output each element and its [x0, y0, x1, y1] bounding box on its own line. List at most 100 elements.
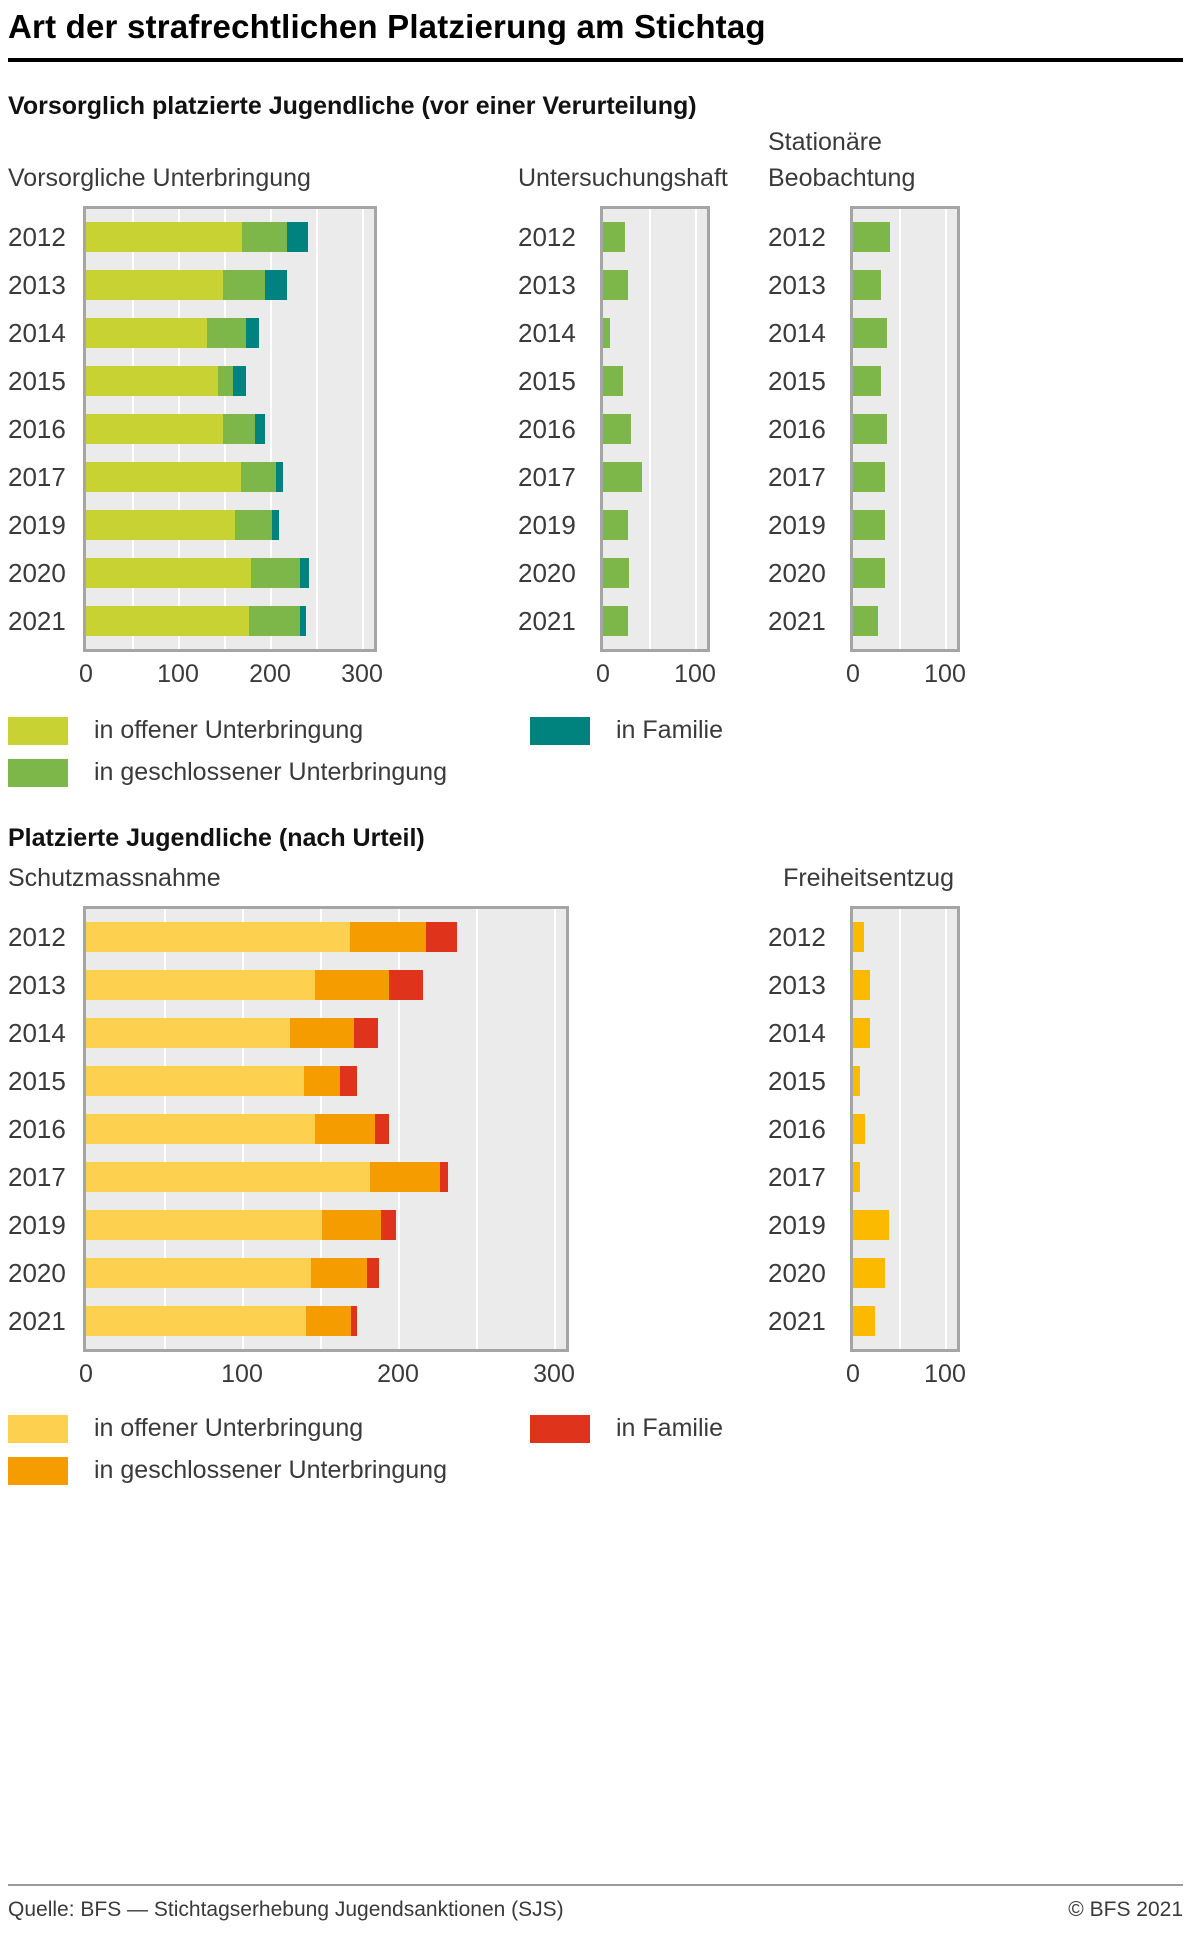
- year-label: 2015: [8, 1066, 66, 1096]
- stacked-bar: [853, 510, 886, 540]
- plot-area: [83, 206, 377, 652]
- stacked-bar: [853, 1162, 861, 1192]
- stacked-bar: [853, 970, 870, 1000]
- year-label: 2014: [768, 1018, 826, 1048]
- bar-segment-untersuchungshaft: [603, 462, 642, 492]
- bar-segment-in-familie: [265, 270, 287, 300]
- bar-row: [853, 1153, 957, 1201]
- plot-area: [83, 906, 569, 1352]
- gridline: [270, 209, 272, 649]
- bar-segment-in-familie: [246, 318, 259, 348]
- year-label: 2013: [8, 970, 66, 1000]
- bar-segment-in-geschlossener-unterbringung: [315, 970, 389, 1000]
- year-label: 2015: [518, 366, 576, 396]
- bar-row: [603, 357, 707, 405]
- bar-row: [853, 549, 957, 597]
- stacked-bar: [86, 1114, 389, 1144]
- stacked-bar: [853, 1306, 876, 1336]
- stacked-bar: [86, 366, 247, 396]
- stacked-bar: [603, 318, 611, 348]
- year-label: 2021: [8, 1306, 66, 1336]
- bar-row: [853, 1249, 957, 1297]
- x-tick-label: 100: [157, 660, 199, 688]
- gridline: [554, 909, 556, 1349]
- gridline: [945, 209, 947, 649]
- year-label: 2019: [8, 510, 66, 540]
- gridline: [945, 909, 947, 1349]
- bar-row: [853, 913, 957, 961]
- bar-segment-freiheitsentzug: [853, 1210, 889, 1240]
- bar-row: [86, 213, 374, 261]
- bar-segment-freiheitsentzug: [853, 970, 870, 1000]
- bar-segment-freiheitsentzug: [853, 922, 865, 952]
- bar-segment-in-offener-unterbringung: [86, 1258, 311, 1288]
- year-label: 2019: [768, 1210, 826, 1240]
- year-label: 2017: [768, 462, 826, 492]
- bar-segment-freiheitsentzug: [853, 1114, 865, 1144]
- bar-segment-in-geschlossener-unterbringung: [207, 318, 247, 348]
- year-label: 2019: [8, 1210, 66, 1240]
- legend-label-offene-unterbringung: in offener Unterbringung: [94, 716, 364, 744]
- x-axis: 0 100: [846, 660, 966, 696]
- stacked-bar: [86, 1018, 378, 1048]
- legend-swatch-familie: [530, 1414, 590, 1443]
- bar-segment-in-offener-unterbringung: [86, 606, 249, 636]
- bar-segment-in-offener-unterbringung: [86, 970, 316, 1000]
- year-axis: 2012 2013 2014 2015 2016 2017 2019 2020 2021: [768, 906, 850, 1345]
- bar-segment-untersuchungshaft: [603, 366, 624, 396]
- legend-label-familie: in Familie: [616, 1414, 723, 1442]
- bar-row: [603, 501, 707, 549]
- bar-row: [86, 261, 374, 309]
- year-label: 2019: [768, 510, 826, 540]
- legend-item-geschlossen: in geschlossener Unterbringung: [8, 758, 447, 787]
- stacked-bar: [86, 414, 266, 444]
- stacked-bar: [603, 462, 642, 492]
- bar-segment-in-familie: [276, 462, 283, 492]
- year-label: 2017: [8, 462, 66, 492]
- year-label: 2016: [8, 1114, 66, 1144]
- bar-segment-in-offener-unterbringung: [86, 462, 241, 492]
- stacked-bar: [86, 1162, 448, 1192]
- bar-row: [86, 1153, 566, 1201]
- year-label: 2016: [8, 414, 66, 444]
- bar-segment-in-geschlossener-unterbringung: [304, 1066, 341, 1096]
- bar-segment-in-offener-unterbringung: [86, 1306, 306, 1336]
- x-tick-label: 0: [79, 660, 93, 688]
- bar-row: [853, 261, 957, 309]
- bar-row: [853, 961, 957, 1009]
- year-label: 2020: [768, 1258, 826, 1288]
- bar-segment-in-familie: [440, 1162, 448, 1192]
- bar-segment-in-offener-unterbringung: [86, 510, 236, 540]
- bar-row: [86, 1249, 566, 1297]
- bar-row: [603, 453, 707, 501]
- year-label: 2013: [768, 270, 826, 300]
- bar-segment-in-geschlossener-unterbringung: [315, 1114, 375, 1144]
- stacked-bar: [603, 414, 631, 444]
- page-title: Art der strafrechtlichen Platzierung am …: [8, 8, 766, 45]
- bar-segment-in-familie: [287, 222, 308, 252]
- plot-area: [600, 206, 710, 652]
- bar-segment-untersuchungshaft: [603, 510, 628, 540]
- stacked-bar: [86, 558, 309, 588]
- stacked-bar: [853, 1066, 861, 1096]
- year-label: 2012: [518, 222, 576, 252]
- chart-untersuchungshaft: 2012 2013 2014 2015 2016 2017 2019 2020 2021 0 10…: [518, 206, 716, 696]
- bar-segment-in-geschlossener-unterbringung: [248, 606, 301, 636]
- x-axis: 0 100: [846, 1360, 966, 1396]
- chart-title-vorsorgliche-unterbringung: Vorsorgliche Unterbringung: [8, 164, 311, 192]
- bar-segment-freiheitsentzug: [853, 1162, 861, 1192]
- bar-segment-in-offener-unterbringung: [86, 1066, 305, 1096]
- bar-row: [86, 1297, 566, 1345]
- stacked-bar: [603, 510, 628, 540]
- bar-segment-in-geschlossener-unterbringung: [240, 462, 277, 492]
- year-label: 2020: [518, 558, 576, 588]
- year-label: 2013: [768, 970, 826, 1000]
- title-divider: [8, 58, 1183, 62]
- stacked-bar: [86, 1306, 358, 1336]
- x-tick-label: 0: [846, 1360, 860, 1388]
- x-tick-label: 100: [924, 1360, 966, 1388]
- x-tick-label: 300: [533, 1360, 575, 1388]
- bar-row: [86, 1201, 566, 1249]
- year-label: 2017: [8, 1162, 66, 1192]
- legend-item-familie: in Familie: [530, 1414, 723, 1443]
